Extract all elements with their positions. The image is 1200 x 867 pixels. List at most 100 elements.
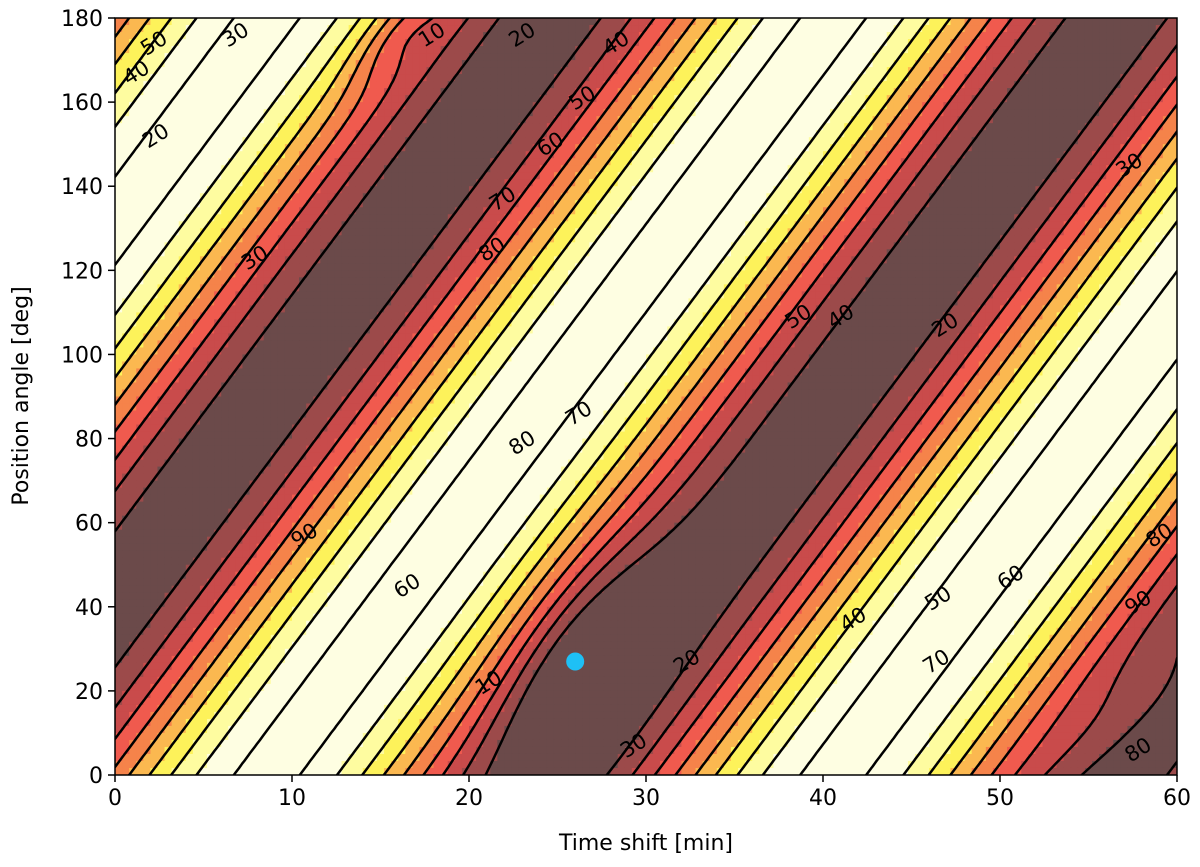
contour-cell bbox=[696, 130, 704, 138]
contour-cell bbox=[625, 88, 633, 96]
contour-cell bbox=[136, 172, 144, 180]
contour-cell bbox=[412, 165, 420, 173]
contour-cell bbox=[242, 67, 250, 75]
contour-cell bbox=[469, 130, 477, 138]
contour-cell bbox=[129, 46, 137, 54]
contour-cell bbox=[342, 46, 350, 54]
contour-cell bbox=[979, 158, 987, 166]
contour-cell bbox=[419, 88, 427, 96]
contour-cell bbox=[943, 109, 951, 117]
contour-cell bbox=[1071, 18, 1079, 26]
contour-cell bbox=[752, 172, 760, 180]
contour-cell bbox=[490, 137, 498, 145]
contour-cell bbox=[186, 130, 194, 138]
contour-cell bbox=[419, 130, 427, 138]
contour-cell bbox=[193, 88, 201, 96]
contour-cell bbox=[490, 60, 498, 68]
contour-cell bbox=[483, 123, 491, 131]
contour-cell bbox=[936, 151, 944, 159]
contour-cell bbox=[1106, 60, 1114, 68]
contour-cell bbox=[228, 179, 236, 187]
contour-cell bbox=[193, 179, 201, 187]
contour-cell bbox=[1085, 144, 1093, 152]
contour-cell bbox=[1163, 32, 1171, 40]
contour-cell bbox=[533, 60, 541, 68]
contour-cell bbox=[1078, 95, 1086, 103]
contour-cell bbox=[257, 18, 265, 26]
contour-cell bbox=[766, 151, 774, 159]
contour-cell bbox=[865, 32, 873, 40]
contour-cell bbox=[696, 81, 704, 89]
contour-cell bbox=[929, 53, 937, 61]
contour-cell bbox=[419, 165, 427, 173]
contour-cell bbox=[1064, 88, 1072, 96]
contour-cell bbox=[816, 67, 824, 75]
contour-cell bbox=[688, 123, 696, 131]
contour-cell bbox=[731, 130, 739, 138]
contour-cell bbox=[257, 25, 265, 33]
contour-cell bbox=[398, 81, 406, 89]
contour-cell bbox=[1028, 109, 1036, 117]
contour-cell bbox=[1092, 158, 1100, 166]
contour-cell bbox=[688, 88, 696, 96]
contour-cell bbox=[1127, 32, 1135, 40]
contour-cell bbox=[179, 60, 187, 68]
contour-cell bbox=[441, 158, 449, 166]
contour-cell bbox=[639, 18, 647, 26]
contour-cell bbox=[1092, 25, 1100, 33]
contour-cell bbox=[150, 60, 158, 68]
contour-cell bbox=[228, 74, 236, 82]
contour-cell bbox=[993, 144, 1001, 152]
contour-cell bbox=[313, 144, 321, 152]
contour-cell bbox=[483, 60, 491, 68]
contour-cell bbox=[858, 88, 866, 96]
contour-cell bbox=[788, 46, 796, 54]
contour-cell bbox=[469, 151, 477, 159]
contour-cell bbox=[1127, 25, 1135, 33]
contour-cell bbox=[681, 74, 689, 82]
contour-cell bbox=[143, 165, 151, 173]
contour-cell bbox=[972, 53, 980, 61]
contour-cell bbox=[1120, 123, 1128, 131]
contour-cell bbox=[667, 123, 675, 131]
contour-cell bbox=[1028, 116, 1036, 124]
contour-cell bbox=[122, 130, 130, 138]
contour-cell bbox=[250, 53, 258, 61]
contour-cell bbox=[1099, 39, 1107, 47]
contour-cell bbox=[887, 46, 895, 54]
contour-cell bbox=[320, 102, 328, 110]
contour-cell bbox=[1149, 95, 1157, 103]
contour-cell bbox=[901, 88, 909, 96]
contour-cell bbox=[625, 144, 633, 152]
contour-cell bbox=[320, 130, 328, 138]
contour-cell bbox=[766, 18, 774, 26]
contour-cell bbox=[533, 116, 541, 124]
contour-cell bbox=[660, 123, 668, 131]
contour-cell bbox=[342, 130, 350, 138]
contour-cell bbox=[965, 95, 973, 103]
contour-cell bbox=[993, 46, 1001, 54]
contour-cell bbox=[908, 130, 916, 138]
contour-cell bbox=[1149, 88, 1157, 96]
contour-cell bbox=[363, 102, 371, 110]
contour-cell bbox=[165, 74, 173, 82]
contour-cell bbox=[165, 88, 173, 96]
contour-cell bbox=[880, 144, 888, 152]
contour-cell bbox=[1042, 95, 1050, 103]
contour-cell bbox=[880, 172, 888, 180]
contour-cell bbox=[384, 53, 392, 61]
contour-cell bbox=[717, 81, 725, 89]
contour-cell bbox=[696, 137, 704, 145]
contour-cell bbox=[497, 32, 505, 40]
contour-cell bbox=[554, 60, 562, 68]
contour-cell bbox=[731, 74, 739, 82]
contour-cell bbox=[129, 130, 137, 138]
contour-cell bbox=[717, 151, 725, 159]
contour-cell bbox=[186, 179, 194, 187]
contour-cell bbox=[943, 158, 951, 166]
contour-cell bbox=[788, 151, 796, 159]
contour-cell bbox=[965, 158, 973, 166]
contour-cell bbox=[1071, 39, 1079, 47]
contour-cell bbox=[391, 165, 399, 173]
contour-cell bbox=[802, 25, 810, 33]
